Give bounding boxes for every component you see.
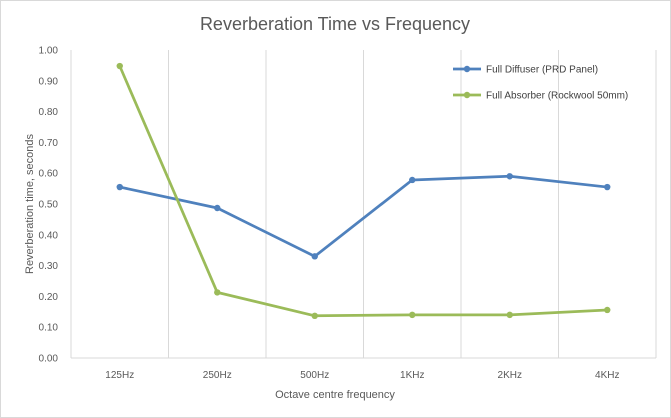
x-tick-label: 1KHz bbox=[400, 370, 424, 381]
x-tick-label: 2KHz bbox=[498, 370, 522, 381]
series-2 bbox=[116, 62, 611, 320]
data-point bbox=[409, 176, 416, 184]
legend-label: Full Diffuser (PRD Panel) bbox=[486, 65, 598, 76]
y-axis-ticks: 0.00 0.10 0.20 0.30 0.40 0.50 0.60 0.70 0.80 0.90… bbox=[39, 46, 59, 365]
series-1 bbox=[116, 173, 611, 260]
y-tick-label: 0.70 bbox=[39, 138, 59, 149]
data-point bbox=[409, 311, 416, 319]
y-tick-label: 0.20 bbox=[39, 292, 59, 303]
y-tick-label: 0.40 bbox=[39, 230, 59, 241]
data-point bbox=[506, 173, 513, 180]
y-tick-label: 0.00 bbox=[39, 354, 59, 365]
series-layer bbox=[116, 62, 611, 320]
y-tick-label: 0.10 bbox=[39, 323, 59, 334]
data-point bbox=[604, 183, 611, 191]
series-line bbox=[118, 174, 609, 258]
series-line bbox=[118, 64, 609, 318]
data-point bbox=[116, 62, 123, 70]
legend: Full Diffuser (PRD Panel) Full Absorber (… bbox=[453, 65, 628, 102]
data-point bbox=[311, 253, 318, 260]
grid-lines bbox=[70, 50, 657, 359]
y-tick-label: 0.80 bbox=[39, 107, 59, 118]
x-tick-label: 4KHz bbox=[595, 370, 619, 381]
y-tick-label: 0.90 bbox=[39, 76, 59, 87]
data-point bbox=[214, 289, 221, 296]
x-tick-label: 250Hz bbox=[203, 370, 232, 381]
x-axis-label: Octave centre frequency bbox=[275, 389, 395, 401]
legend-marker bbox=[463, 91, 471, 99]
legend-marker bbox=[463, 65, 471, 73]
y-tick-label: 0.30 bbox=[39, 261, 59, 272]
data-point bbox=[506, 311, 513, 319]
data-point bbox=[311, 312, 318, 320]
chart-title: Reverberation Time vs Frequency bbox=[200, 14, 470, 34]
data-point bbox=[604, 306, 611, 314]
x-axis-ticks: 125Hz 250Hz 500Hz 1KHz 2KHz 4KHz bbox=[105, 370, 619, 381]
y-axis-label: Reverberation time, seconds bbox=[24, 133, 36, 274]
y-tick-label: 0.60 bbox=[39, 169, 59, 180]
data-point bbox=[116, 183, 123, 191]
y-tick-label: 0.50 bbox=[39, 200, 59, 211]
x-tick-label: 500Hz bbox=[300, 370, 329, 381]
x-tick-label: 125Hz bbox=[105, 370, 134, 381]
legend-label: Full Absorber (Rockwool 50mm) bbox=[486, 91, 628, 102]
data-point bbox=[214, 204, 221, 212]
y-tick-label: 1.00 bbox=[39, 46, 59, 57]
